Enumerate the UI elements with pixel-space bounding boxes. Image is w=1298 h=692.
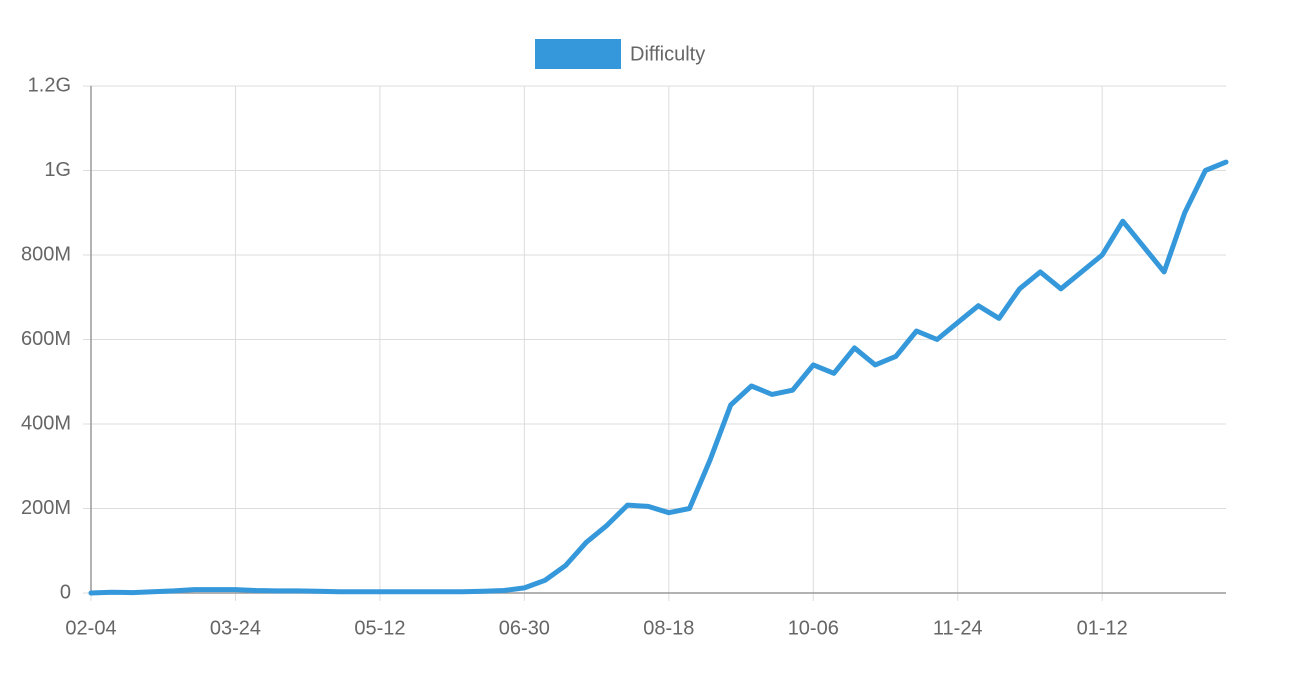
- y-tick-label: 600M: [21, 328, 71, 350]
- x-tick-label: 02-04: [65, 617, 116, 639]
- y-tick-label: 200M: [21, 497, 71, 519]
- legend-swatch: [535, 39, 621, 69]
- y-tick-label: 1.2G: [28, 74, 71, 96]
- x-tick-label: 05-12: [354, 617, 405, 639]
- x-tick-label: 06-30: [499, 617, 550, 639]
- x-tick-label: 01-12: [1077, 617, 1128, 639]
- y-tick-label: 800M: [21, 243, 71, 265]
- x-tick-label: 10-06: [788, 617, 839, 639]
- legend-label: Difficulty: [630, 43, 705, 65]
- x-tick-label: 03-24: [210, 617, 261, 639]
- y-tick-label: 1G: [44, 159, 71, 181]
- data-line: [88, 159, 1229, 596]
- x-tick-label: 11-24: [933, 617, 983, 639]
- y-tick-label: 0: [60, 581, 71, 603]
- x-tick-label: 08-18: [643, 617, 694, 639]
- y-tick-label: 400M: [21, 412, 71, 434]
